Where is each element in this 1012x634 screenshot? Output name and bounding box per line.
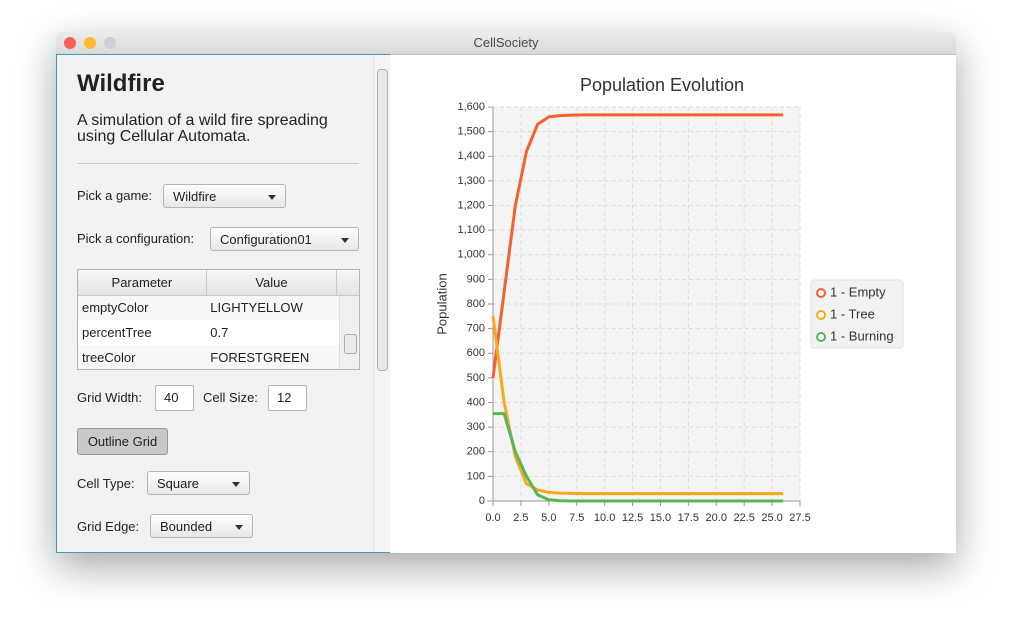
table-row[interactable]: percentTree 0.7 [78, 320, 359, 345]
table-cell: 0.7 [210, 325, 229, 340]
y-tick-label: 1,400 [457, 150, 485, 162]
x-tick-label: 10.0 [594, 512, 615, 524]
y-tick-label: 500 [467, 372, 485, 384]
cell-type-label: Cell Type: [77, 476, 135, 491]
x-tick-label: 5.0 [541, 512, 556, 524]
table-cell: FORESTGREEN [210, 350, 310, 365]
y-axis-label: Population [434, 273, 449, 334]
y-tick-label: 1,600 [457, 101, 485, 113]
grid-width-label: Grid Width: [77, 390, 143, 405]
y-tick-label: 400 [467, 396, 485, 408]
window: CellSociety Wildfire A simulation of a w… [56, 32, 956, 553]
column-header[interactable]: Parameter [78, 270, 207, 296]
close-button[interactable] [64, 37, 76, 49]
y-tick-label: 600 [467, 347, 485, 359]
legend-marker [816, 310, 826, 320]
data-line [493, 412, 784, 503]
grid-edge-select[interactable]: Bounded [150, 514, 253, 538]
scroll-thumb[interactable] [344, 334, 357, 354]
table-cell: percentTree [82, 325, 152, 340]
x-tick-label: 7.5 [569, 512, 584, 524]
title-bar: CellSociety [56, 32, 956, 55]
x-tick-label: 20.0 [706, 512, 727, 524]
config-label: Pick a configuration: [77, 231, 195, 246]
y-tick-label: 700 [467, 323, 485, 335]
cell-size-input[interactable]: 12 [268, 385, 307, 411]
sidebar-scrollbar[interactable] [373, 55, 390, 552]
header-filler [336, 270, 359, 296]
cell-size-label: Cell Size: [203, 390, 258, 405]
game-label: Pick a game: [77, 188, 153, 203]
x-tick-label: 27.5 [789, 512, 810, 524]
y-tick-label: 100 [467, 470, 485, 482]
window-title: CellSociety [473, 35, 539, 50]
y-tick-label: 200 [467, 446, 485, 458]
legend-marker [816, 288, 826, 298]
x-tick-label: 25.0 [761, 512, 782, 524]
y-tick-label: 800 [467, 298, 485, 310]
x-tick-label: 15.0 [650, 512, 671, 524]
data-line [491, 316, 784, 496]
legend-label: 1 - Tree [830, 306, 875, 321]
table-scrollbar[interactable] [339, 296, 359, 369]
legend-box [810, 279, 904, 349]
x-tick-label: 12.5 [622, 512, 643, 524]
grid-edge-label: Grid Edge: [77, 519, 140, 534]
legend-marker [816, 332, 826, 342]
zoom-button[interactable] [104, 37, 116, 49]
legend-label: 1 - Empty [830, 284, 886, 299]
config-select[interactable]: Configuration01 [210, 227, 359, 251]
outline-grid-button[interactable]: Outline Grid [77, 428, 168, 455]
sidebar-title: Wildfire [77, 70, 165, 97]
sidebar: Wildfire A simulation of a wild fire spr… [56, 54, 390, 553]
table-cell: LIGHTYELLOW [210, 300, 303, 316]
legend-label: 1 - Burning [830, 328, 894, 343]
y-tick-label: 1,100 [457, 224, 485, 236]
x-tick-label: 0.0 [485, 512, 500, 524]
scroll-thumb[interactable] [377, 69, 388, 371]
x-tick-label: 17.5 [678, 512, 699, 524]
chart: Population Evolution Population 0 100 200 3… [434, 75, 904, 524]
table-cell: emptyColor [82, 300, 149, 316]
table-row[interactable]: emptyColor LIGHTYELLOW [78, 295, 359, 320]
game-select[interactable]: Wildfire [163, 184, 286, 208]
x-tick-label: 2.5 [513, 512, 528, 524]
data-line [491, 113, 784, 379]
y-tick-label: 900 [467, 273, 485, 285]
table-row[interactable]: treeColor FORESTGREEN [78, 345, 359, 369]
x-tick-label: 22.5 [733, 512, 754, 524]
y-tick-label: 1,000 [457, 249, 485, 261]
y-tick-label: 0 [479, 495, 485, 507]
grid-width-input[interactable]: 40 [155, 385, 194, 411]
column-header[interactable]: Value [206, 270, 338, 296]
y-tick-label: 1,200 [457, 199, 485, 211]
y-tick-label: 1,500 [457, 126, 485, 138]
description: A simulation of a wild fire spreading us… [77, 112, 328, 145]
cell-type-select[interactable]: Square [147, 471, 250, 495]
parameter-table: Parameter Value emptyColor LIGHTYELLOW per… [77, 269, 360, 370]
separator [77, 163, 359, 164]
minimize-button[interactable] [84, 37, 96, 49]
y-tick-label: 1,300 [457, 175, 485, 187]
chart-title: Population Evolution [580, 75, 744, 95]
table: Parameter Value emptyColor LIGHTYELLOW per… [78, 270, 359, 369]
y-tick-label: 300 [467, 421, 485, 433]
table-cell: treeColor [82, 350, 136, 365]
